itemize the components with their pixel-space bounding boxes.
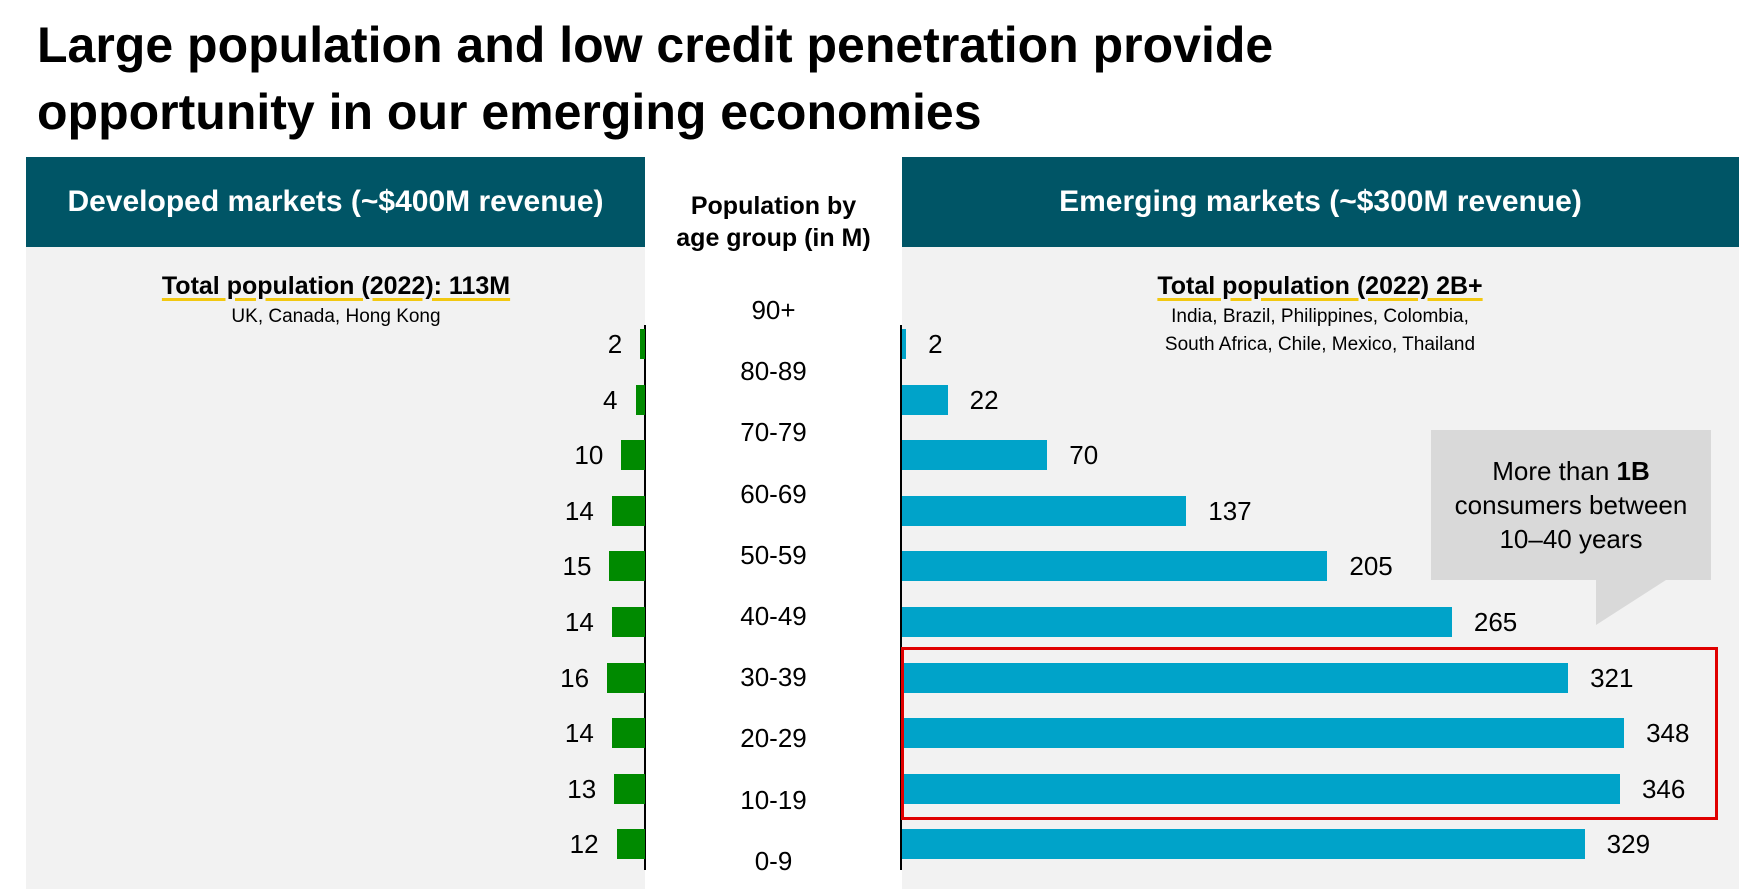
emerging-total: Total population (2022) 2B+ India, Brazi… [1040,272,1600,359]
callout-tail [1596,580,1666,625]
emerging-value: 2 [928,329,943,359]
developed-value: 12 [569,829,599,860]
title-line-2: opportunity in our emerging economies [37,84,982,140]
age-group-label: 20-29 [740,723,807,754]
emerging-value: 22 [969,384,999,415]
highlight-box [901,647,1718,820]
developed-bar [640,329,645,359]
developed-bar [611,495,645,526]
developed-total-population: Total population (2022): 113M [161,272,511,300]
developed-value: 14 [564,718,594,749]
emerging-value: 265 [1473,607,1518,637]
emerging-bar [902,495,1187,526]
emerging-value: 137 [1208,495,1252,526]
emerging-value: 205 [1349,551,1393,582]
age-header-line-2: age group (in M) [676,224,871,252]
title-line-1: Large population and low credit penetrat… [37,17,1274,73]
developed-bar [611,718,645,749]
developed-bar [614,773,645,804]
developed-header: Developed markets (~$400M revenue) [26,157,645,247]
developed-value: 4 [603,384,618,415]
emerging-value: 348 [1646,718,1690,749]
developed-bar [621,440,645,471]
age-group-label: 30-39 [740,662,807,693]
emerging-bar [902,718,1625,749]
emerging-bar [902,607,1452,637]
emerging-header: Emerging markets (~$300M revenue) [902,157,1739,247]
developed-value: 16 [560,662,590,693]
developed-value: 2 [607,329,623,359]
age-header-line-1: Population by [690,192,857,220]
age-group-label: 40-49 [740,601,807,631]
age-group-label: 50-59 [740,539,807,570]
age-group-label: 60-69 [740,478,807,509]
developed-countries: UK, Canada, Hong Kong [231,306,441,327]
emerging-bar [902,662,1569,693]
developed-bar [635,384,645,415]
emerging-bar [902,829,1585,860]
developed-axis [644,325,646,870]
developed-bar [607,662,645,693]
emerging-value: 346 [1641,773,1686,804]
emerging-bar [902,773,1620,804]
page-title: Large population and low credit penetrat… [37,12,1273,146]
developed-value: 10 [574,440,604,471]
emerging-bar [902,384,948,415]
developed-bar [616,829,645,860]
emerging-value: 329 [1606,829,1651,860]
developed-panel [26,157,645,889]
emerging-bar [902,551,1328,582]
age-group-label: 90+ [751,295,796,325]
callout-text: More than 1B consumers between 10–40 year… [1454,456,1688,554]
callout-box: More than 1B consumers between 10–40 year… [1431,430,1711,580]
developed-bar [611,607,645,637]
emerging-bar [902,440,1048,471]
emerging-axis [900,325,902,870]
age-group-label: 80-89 [740,356,807,387]
age-group-label: 0-9 [754,845,793,876]
emerging-bar [902,329,907,359]
developed-value: 13 [567,773,597,804]
developed-total: Total population (2022): 113M UK, Canada… [26,272,646,331]
age-group-label: 10-19 [740,784,807,815]
age-group-label: 70-79 [740,417,807,448]
developed-value: 14 [564,495,594,526]
developed-bar [609,551,645,582]
developed-value: 14 [564,607,594,637]
developed-value: 15 [562,551,592,582]
age-group-header: Population by age group (in M) [645,190,902,254]
emerging-total-population: Total population (2022) 2B+ [1157,272,1483,300]
emerging-countries-line-2: South Africa, Chile, Mexico, Thailand [1164,334,1476,355]
emerging-countries-line-1: India, Brazil, Philippines, Colombia, [1171,306,1469,327]
emerging-value: 321 [1590,662,1634,693]
emerging-value: 70 [1069,440,1099,471]
